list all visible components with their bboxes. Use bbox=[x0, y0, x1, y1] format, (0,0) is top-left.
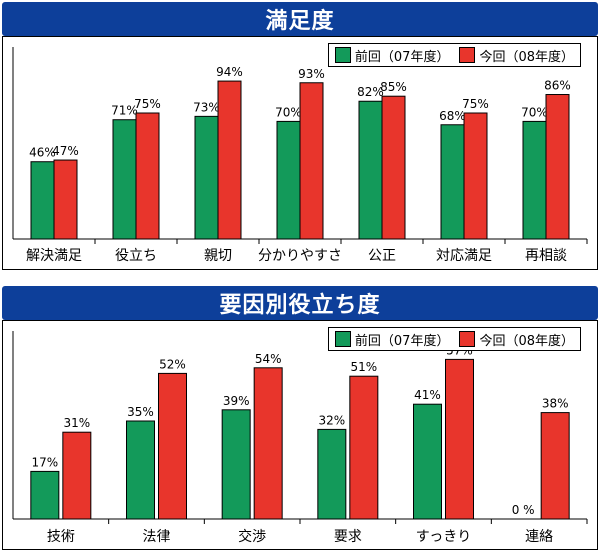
bar-previous bbox=[413, 403, 442, 520]
category-label: 要求 bbox=[334, 529, 362, 545]
category-label: 役立ち bbox=[115, 248, 157, 264]
bar-previous bbox=[30, 161, 55, 240]
data-label-previous: 17% bbox=[31, 455, 58, 469]
category-label: 解決満足 bbox=[26, 248, 82, 264]
satisfaction-bar-chart: 46%47%解決満足71%75%役立ち73%94%親切70%93%分かりやすさ8… bbox=[12, 47, 588, 264]
data-label-previous: 73% bbox=[193, 100, 220, 114]
bar-previous bbox=[522, 120, 547, 240]
category-label: 技術 bbox=[47, 529, 75, 545]
category-label: 再相談 bbox=[525, 248, 567, 264]
data-label-previous: 35% bbox=[127, 405, 154, 419]
legend-swatch-current bbox=[459, 47, 476, 63]
bar-previous bbox=[194, 115, 219, 240]
bar-previous bbox=[221, 409, 251, 520]
bar-current bbox=[445, 358, 474, 520]
bar-previous bbox=[30, 470, 60, 520]
legend-swatch-current bbox=[459, 331, 476, 347]
legend-swatch-previous bbox=[334, 47, 351, 63]
bar-current bbox=[540, 412, 570, 520]
data-label-previous: 70% bbox=[521, 105, 548, 119]
bar-previous bbox=[276, 120, 301, 240]
bar-current bbox=[349, 375, 379, 520]
category-label: 親切 bbox=[204, 248, 232, 264]
bar-previous bbox=[126, 420, 155, 520]
usefulness-title-bar: 要因別役立ち度 bbox=[2, 286, 598, 320]
bar-current bbox=[135, 112, 160, 240]
bar-previous bbox=[440, 124, 465, 240]
satisfaction-title: 満足度 bbox=[265, 9, 335, 34]
legend-label-current: 今回（08年度） bbox=[479, 333, 574, 349]
data-label-current: 54% bbox=[255, 352, 282, 366]
satisfaction-panel: 満足度 前回（07年度） 今回（08年度） 46% 47% 解決満足 71% 75% 役立… bbox=[2, 2, 598, 272]
legend-swatch-previous bbox=[334, 331, 351, 347]
data-label-current: 94% bbox=[216, 65, 243, 79]
category-label: 分かりやすさ bbox=[258, 248, 342, 264]
data-label-current: 75% bbox=[462, 97, 489, 111]
category-label: 法律 bbox=[143, 529, 171, 545]
bar-current bbox=[253, 367, 283, 520]
data-label-previous: 71% bbox=[111, 104, 138, 118]
satisfaction-title-bar: 満足度 bbox=[2, 2, 598, 36]
category-label: 連絡 bbox=[525, 529, 553, 545]
data-label-current: 93% bbox=[298, 67, 325, 81]
data-label-current: 52% bbox=[159, 357, 186, 371]
bar-current bbox=[381, 95, 406, 240]
data-label-previous: 39% bbox=[223, 394, 250, 408]
category-label: 公正 bbox=[368, 248, 396, 264]
bar-current bbox=[217, 80, 242, 240]
data-label-previous: 32% bbox=[318, 413, 345, 427]
usefulness-plot-area: 前回（07年度） 今回（08年度） 17% 31% 技術 35% 52% 法律 39% 54%… bbox=[2, 320, 598, 550]
data-label-previous: 41% bbox=[414, 388, 441, 402]
usefulness-panel: 要因別役立ち度 前回（07年度） 今回（08年度） 17% 31% 技術 35% 52%… bbox=[2, 286, 598, 550]
data-label-previous: 68% bbox=[439, 109, 466, 123]
data-label-previous: 46% bbox=[29, 146, 56, 160]
bar-current bbox=[545, 94, 570, 240]
bar-current bbox=[463, 112, 488, 240]
data-label-previous: 70% bbox=[275, 105, 302, 119]
legend-label-current: 今回（08年度） bbox=[479, 49, 574, 65]
data-label-previous: 82% bbox=[357, 85, 384, 99]
data-label-current: 47% bbox=[52, 144, 79, 158]
bar-current bbox=[62, 431, 92, 520]
bar-current bbox=[53, 159, 78, 240]
usefulness-title: 要因別役立ち度 bbox=[219, 293, 381, 318]
bar-previous bbox=[112, 119, 137, 240]
usefulness-legend: 前回（07年度） 今回（08年度） bbox=[327, 327, 581, 351]
data-label-current: 51% bbox=[350, 360, 377, 374]
legend-label-previous: 前回（07年度） bbox=[354, 333, 450, 349]
category-label: 交渉 bbox=[238, 528, 266, 545]
data-label-current: 38% bbox=[542, 397, 569, 411]
bar-current bbox=[299, 82, 324, 240]
category-label: すっきり bbox=[416, 529, 471, 545]
usefulness-bar-chart: 17%31%技術35%52%法律39%54%交渉32%51%要求41%57%すっ… bbox=[12, 331, 588, 545]
bar-previous bbox=[358, 100, 383, 240]
data-label-previous: 0 % bbox=[512, 503, 535, 517]
data-label-current: 86% bbox=[544, 79, 571, 93]
bar-current bbox=[158, 372, 187, 520]
satisfaction-legend: 前回（07年度） 今回（08年度） bbox=[327, 43, 581, 67]
category-label: 対応満足 bbox=[436, 248, 492, 264]
data-label-current: 85% bbox=[380, 80, 407, 94]
satisfaction-plot-area: 前回（07年度） 今回（08年度） 46% 47% 解決満足 71% 75% 役立ち 73%… bbox=[2, 36, 598, 270]
bar-previous bbox=[317, 428, 347, 520]
legend-label-previous: 前回（07年度） bbox=[354, 49, 450, 65]
data-label-current: 31% bbox=[63, 416, 90, 430]
data-label-current: 75% bbox=[134, 97, 161, 111]
